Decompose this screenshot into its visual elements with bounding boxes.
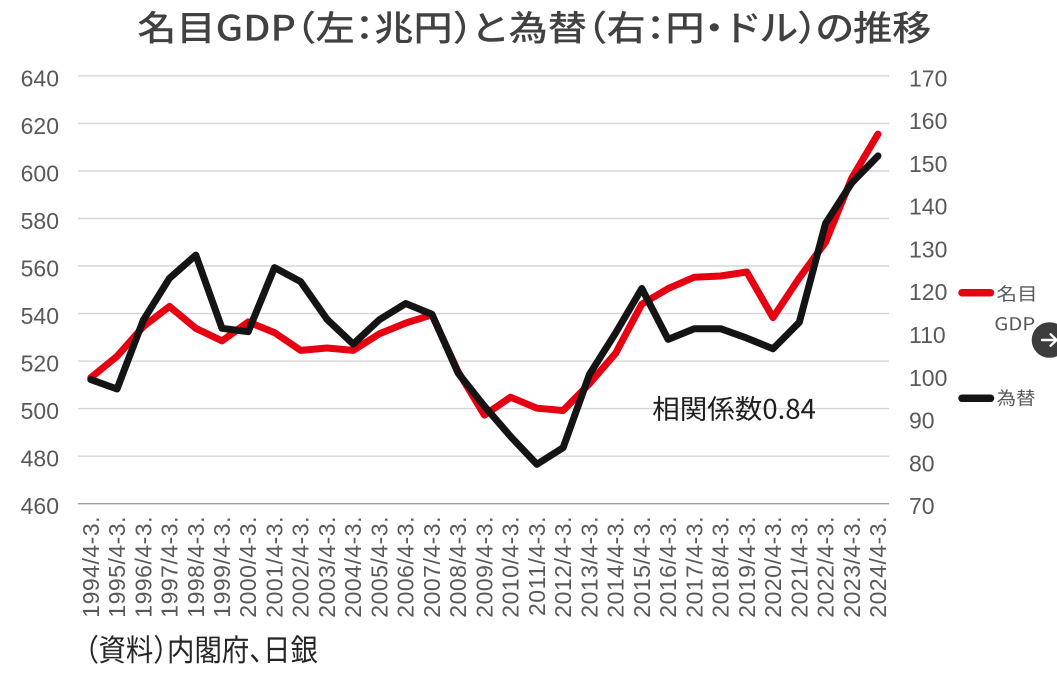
svg-text:2019/4-3.: 2019/4-3. (734, 516, 760, 618)
svg-text:2004/4-3.: 2004/4-3. (340, 516, 366, 618)
svg-text:110: 110 (909, 322, 946, 348)
svg-text:2002/4-3.: 2002/4-3. (288, 516, 314, 618)
svg-text:2007/4-3.: 2007/4-3. (419, 516, 445, 618)
svg-text:540: 540 (21, 303, 59, 329)
svg-text:560: 560 (21, 255, 59, 281)
svg-text:2005/4-3.: 2005/4-3. (366, 516, 392, 618)
svg-text:2008/4-3.: 2008/4-3. (445, 516, 471, 618)
svg-text:2023/4-3.: 2023/4-3. (839, 516, 865, 618)
svg-text:2021/4-3.: 2021/4-3. (786, 516, 812, 618)
svg-text:460: 460 (21, 493, 59, 519)
svg-text:2013/4-3.: 2013/4-3. (576, 516, 602, 618)
svg-text:520: 520 (21, 351, 59, 377)
svg-text:620: 620 (21, 113, 59, 139)
svg-text:2022/4-3.: 2022/4-3. (813, 516, 839, 618)
svg-text:100: 100 (909, 365, 947, 391)
svg-text:2016/4-3.: 2016/4-3. (655, 516, 681, 618)
svg-text:150: 150 (909, 151, 947, 177)
svg-text:130: 130 (909, 236, 947, 262)
svg-text:2024/4-3.: 2024/4-3. (865, 516, 891, 618)
svg-text:2011/4-3.: 2011/4-3. (524, 516, 550, 616)
svg-text:500: 500 (21, 398, 59, 424)
svg-text:480: 480 (21, 446, 59, 472)
svg-text:1999/4-3.: 1999/4-3. (209, 516, 235, 618)
svg-text:580: 580 (21, 208, 59, 234)
svg-text:90: 90 (909, 408, 935, 434)
svg-text:2000/4-3.: 2000/4-3. (235, 516, 261, 618)
svg-text:2012/4-3.: 2012/4-3. (550, 516, 576, 618)
svg-text:1996/4-3.: 1996/4-3. (130, 516, 156, 618)
svg-text:2010/4-3.: 2010/4-3. (498, 516, 524, 618)
svg-text:1998/4-3.: 1998/4-3. (183, 516, 209, 618)
svg-text:2017/4-3.: 2017/4-3. (681, 516, 707, 618)
svg-text:1995/4-3.: 1995/4-3. (104, 516, 130, 618)
svg-text:600: 600 (21, 160, 59, 186)
svg-text:80: 80 (909, 450, 935, 476)
svg-text:640: 640 (21, 65, 59, 91)
svg-text:2018/4-3.: 2018/4-3. (708, 516, 734, 618)
svg-text:170: 170 (909, 65, 947, 91)
svg-text:2009/4-3.: 2009/4-3. (471, 516, 497, 618)
svg-text:140: 140 (909, 194, 947, 220)
svg-text:2015/4-3.: 2015/4-3. (629, 516, 655, 618)
svg-text:2014/4-3.: 2014/4-3. (603, 516, 629, 618)
svg-text:70: 70 (909, 493, 935, 519)
svg-text:1997/4-3.: 1997/4-3. (157, 516, 183, 618)
svg-text:120: 120 (909, 279, 947, 305)
svg-text:2006/4-3.: 2006/4-3. (393, 516, 419, 618)
svg-text:2001/4-3.: 2001/4-3. (262, 516, 288, 618)
svg-text:2003/4-3.: 2003/4-3. (314, 516, 340, 618)
svg-text:2020/4-3.: 2020/4-3. (760, 516, 786, 618)
svg-text:160: 160 (909, 108, 947, 134)
svg-text:1994/4-3.: 1994/4-3. (78, 516, 104, 618)
